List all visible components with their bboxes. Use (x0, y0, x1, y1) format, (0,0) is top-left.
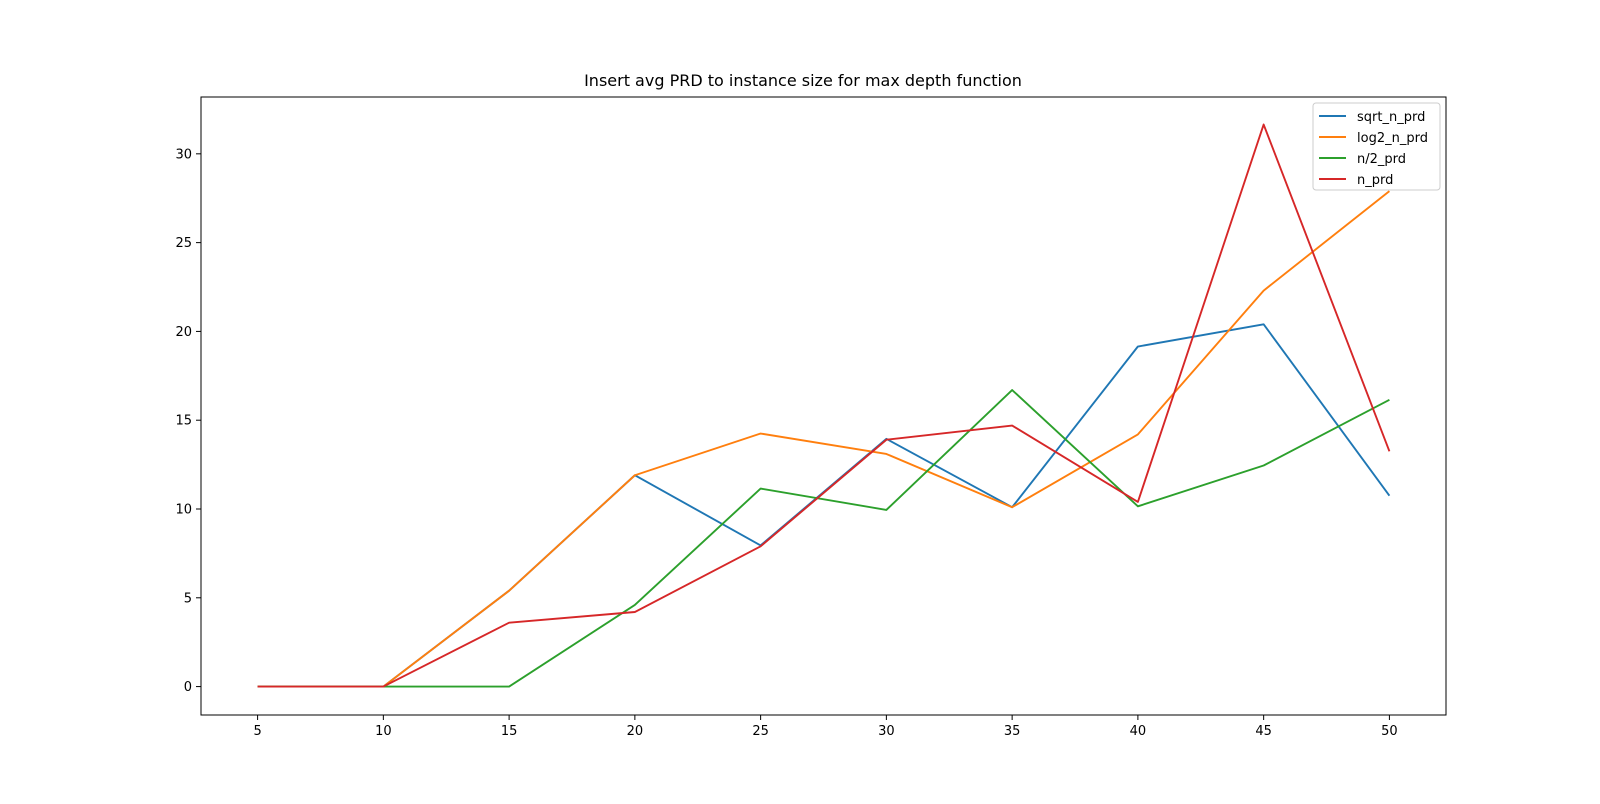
legend-label: n/2_prd (1357, 152, 1406, 167)
x-tick-label: 35 (1004, 724, 1021, 739)
legend: sqrt_n_prd log2_n_prd n/2_prd n_prd (1312, 102, 1441, 191)
x-tick-label: 25 (752, 724, 769, 739)
x-tick-label: 40 (1130, 724, 1147, 739)
series-line-log2-n-prd (257, 190, 1390, 688)
axes-layer: 5 10 15 20 25 30 35 40 45 50 0 5 10 15 20 25 30 (175, 96, 1447, 739)
x-tick-label: 20 (627, 724, 644, 739)
y-tick-label: 30 (175, 147, 192, 162)
x-tick-label: 5 (253, 724, 261, 739)
series-line-n-prd (257, 123, 1391, 688)
x-tick-label: 15 (501, 724, 518, 739)
legend-label: log2_n_prd (1357, 131, 1428, 146)
chart-title: Insert avg PRD to instance size for max … (584, 71, 1022, 90)
series-layer (257, 123, 1391, 688)
legend-label: sqrt_n_prd (1357, 110, 1425, 125)
x-tick-label: 10 (375, 724, 392, 739)
y-tick-label: 5 (184, 591, 192, 606)
x-tick-label: 50 (1381, 724, 1398, 739)
y-tick-label: 0 (184, 680, 192, 695)
legend-box (1312, 102, 1441, 191)
y-tick-label: 25 (175, 236, 192, 251)
y-tick-label: 20 (175, 325, 192, 340)
legend-label: n_prd (1357, 173, 1393, 188)
y-tick-label: 15 (175, 414, 192, 429)
y-tick-label: 10 (175, 503, 192, 518)
x-tick-label: 45 (1255, 724, 1272, 739)
x-tick-label: 30 (878, 724, 895, 739)
series-line-n-2-prd (257, 389, 1390, 688)
plot-frame (200, 96, 1447, 716)
